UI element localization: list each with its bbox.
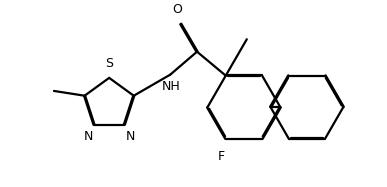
Text: F: F — [217, 150, 224, 163]
Text: N: N — [125, 130, 135, 143]
Text: O: O — [172, 3, 182, 16]
Text: NH: NH — [162, 80, 181, 94]
Text: N: N — [84, 130, 93, 143]
Text: S: S — [105, 57, 113, 70]
